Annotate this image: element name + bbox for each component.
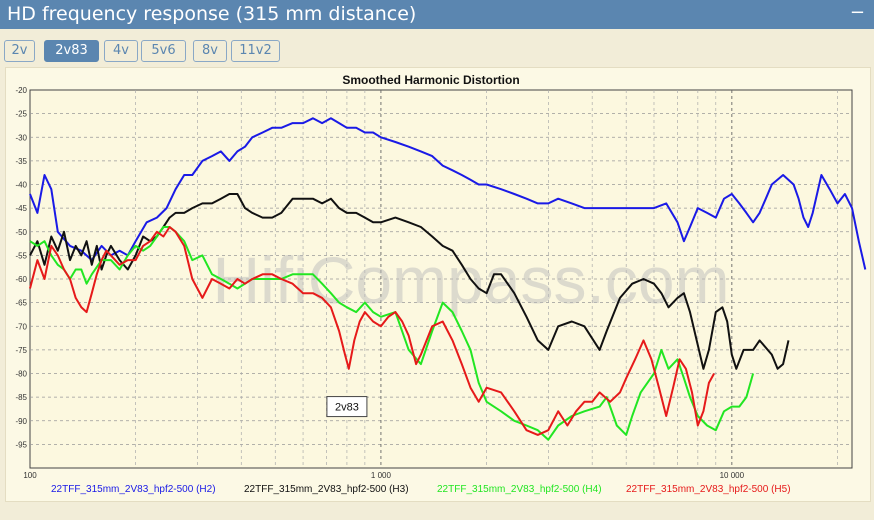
chart-title: Smoothed Harmonic Distortion [342,73,519,87]
tooltip-box [326,396,368,418]
tab-5v6[interactable]: 5v6 [141,40,186,62]
y-tick-label: -90 [15,417,27,426]
y-tick-label: -40 [15,181,27,190]
legend-entry-h5: 22TFF_315mm_2V83_hpf2-500 (H5) [626,484,791,495]
y-tick-label: -65 [15,299,27,308]
legend: 22TFF_315mm_2V83_hpf2-500 (H2) 22TFF_315m… [51,484,791,495]
tooltip: 2v83 [326,396,368,418]
y-tick-label: -30 [15,133,27,142]
y-tick-label: -85 [15,393,27,402]
grid-lines [30,90,852,468]
collapse-icon[interactable]: − [849,2,865,23]
y-tick-label: -25 [15,110,27,119]
y-axis: -20 -25 -30 -35 -40 -45 -50 -55 -60 -65 -70 -75 -80 -… [15,86,27,449]
distortion-chart: Smoothed Harmonic Distortion HifiCompass… [15,73,867,495]
y-tick-label: -20 [15,86,27,95]
tab-2v83[interactable]: 2v83 [44,40,99,62]
series-line-h4 [29,226,755,441]
tab-8v[interactable]: 8v [193,40,227,62]
y-tick-label: -95 [15,440,27,449]
chart-panel: Smoothed Harmonic Distortion HifiCompass… [5,67,871,502]
y-tick-label: -75 [15,346,27,355]
series-line-h2 [29,117,867,270]
y-tick-label: -35 [15,157,27,166]
legend-entry-h3: 22TFF_315mm_2V83_hpf2-500 (H3) [244,484,409,495]
tooltip-text: 2v83 [335,402,359,414]
panel-header: HD frequency response (315 mm distance) … [0,0,874,29]
series-line-h3 [29,193,790,370]
tab-4v[interactable]: 4v [104,40,138,62]
tab-2v[interactable]: 2v [4,40,35,62]
y-tick-label: -55 [15,251,27,260]
tab-11v2[interactable]: 11v2 [231,40,280,62]
x-tick-label: 10 000 [720,471,745,480]
y-tick-label: -50 [15,228,27,237]
x-tick-label: 1 000 [371,471,392,480]
x-axis: 100 1 000 10 000 [23,471,744,480]
x-tick-label: 100 [23,471,37,480]
y-tick-label: -80 [15,370,27,379]
legend-entry-h2: 22TFF_315mm_2V83_hpf2-500 (H2) [51,484,216,495]
y-tick-label: -60 [15,275,27,284]
y-tick-label: -70 [15,322,27,331]
panel-title: HD frequency response (315 mm distance) [7,3,417,25]
series-line-h5 [29,226,715,436]
y-tick-label: -45 [15,204,27,213]
series-lines [29,117,867,441]
legend-entry-h4: 22TFF_315mm_2V83_hpf2-500 (H4) [437,484,602,495]
